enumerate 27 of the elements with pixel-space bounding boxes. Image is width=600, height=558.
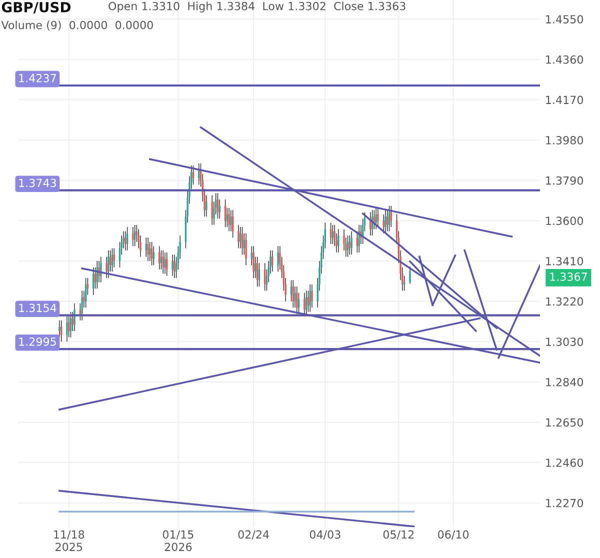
x-tick-label: 06/10 [438,530,469,540]
y-tick-label: 1.2460 [546,458,583,467]
y-tick-label: 1.3790 [546,176,583,185]
y-tick-label: 1.4360 [546,55,583,64]
x-tick-label: 11/18 2025 [54,530,84,552]
ref-line-label: 1.2995 [19,337,56,346]
y-tick-label: 1.3410 [546,256,583,266]
y-tick-label: 1.4550 [546,15,583,24]
y-tick-label: 1.3980 [546,136,583,144]
y-tick-label: 1.3600 [546,216,583,226]
ref-line-label: 1.3743 [19,178,56,188]
x-tick-label: 04/03 [310,530,340,540]
text: 1.3367 [550,272,587,281]
ref-line-label: 1.3154 [19,304,56,312]
annotation: Volume (9) 0.0000 0.0000 [1,20,153,31]
y-tick-label: 1.2270 [546,498,583,508]
y-tick-label: 1.4170 [546,96,583,104]
y-tick-label: 1.2650 [546,418,583,427]
y-tick-label: 1.3220 [546,297,583,306]
ref-line-label: 1.4237 [19,74,56,82]
x-tick-label: 02/24 [238,530,269,540]
annotation: Open 1.3310 High 1.3384 Low 1.3302 Close 1.3363 [108,2,406,12]
x-tick-label: 01/15 2026 [162,530,194,552]
x-tick-label: 05/12 [383,530,414,540]
chart-title: GBP/USD [2,2,71,14]
y-tick-label: 1.3030 [546,338,583,346]
y-tick-label: 1.2840 [546,378,583,386]
